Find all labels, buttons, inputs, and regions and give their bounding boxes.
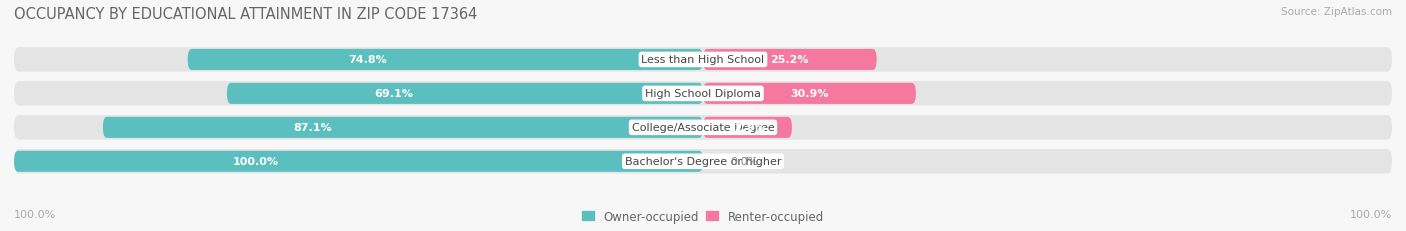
FancyBboxPatch shape — [14, 82, 1392, 106]
Text: Less than High School: Less than High School — [641, 55, 765, 65]
FancyBboxPatch shape — [703, 117, 792, 138]
FancyBboxPatch shape — [103, 117, 703, 138]
Text: 100.0%: 100.0% — [14, 210, 56, 219]
FancyBboxPatch shape — [187, 50, 703, 71]
Text: 69.1%: 69.1% — [374, 89, 413, 99]
Text: 87.1%: 87.1% — [294, 123, 332, 133]
Legend: Owner-occupied, Renter-occupied: Owner-occupied, Renter-occupied — [582, 210, 824, 223]
Text: 100.0%: 100.0% — [1350, 210, 1392, 219]
FancyBboxPatch shape — [14, 48, 1392, 72]
Text: 0.0%: 0.0% — [731, 157, 759, 167]
FancyBboxPatch shape — [703, 83, 915, 104]
Text: 25.2%: 25.2% — [770, 55, 808, 65]
Text: 100.0%: 100.0% — [232, 157, 278, 167]
Text: Source: ZipAtlas.com: Source: ZipAtlas.com — [1281, 7, 1392, 17]
Text: OCCUPANCY BY EDUCATIONAL ATTAINMENT IN ZIP CODE 17364: OCCUPANCY BY EDUCATIONAL ATTAINMENT IN Z… — [14, 7, 478, 22]
Text: 74.8%: 74.8% — [349, 55, 388, 65]
FancyBboxPatch shape — [14, 116, 1392, 140]
FancyBboxPatch shape — [14, 151, 703, 172]
Text: College/Associate Degree: College/Associate Degree — [631, 123, 775, 133]
FancyBboxPatch shape — [14, 149, 1392, 174]
FancyBboxPatch shape — [703, 50, 876, 71]
FancyBboxPatch shape — [226, 83, 703, 104]
Text: 30.9%: 30.9% — [790, 89, 828, 99]
Text: 12.9%: 12.9% — [728, 123, 766, 133]
Text: High School Diploma: High School Diploma — [645, 89, 761, 99]
Text: Bachelor's Degree or higher: Bachelor's Degree or higher — [624, 157, 782, 167]
